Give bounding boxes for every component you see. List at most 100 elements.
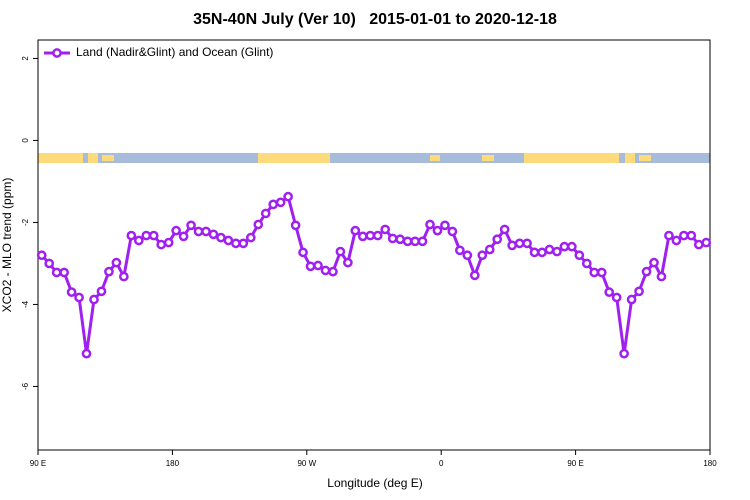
point bbox=[380, 224, 391, 235]
point bbox=[499, 224, 510, 235]
point bbox=[44, 258, 55, 269]
y-tick-label: -6 bbox=[21, 382, 30, 390]
point bbox=[649, 257, 659, 268]
point bbox=[223, 235, 234, 246]
point bbox=[59, 267, 69, 278]
y-axis-label: XCO2 - MLO trend (ppm) bbox=[0, 178, 14, 313]
point bbox=[492, 234, 503, 245]
point bbox=[186, 220, 196, 231]
point bbox=[178, 231, 189, 242]
point bbox=[283, 191, 293, 202]
point bbox=[544, 244, 555, 255]
point bbox=[148, 230, 159, 241]
point bbox=[328, 266, 338, 277]
point bbox=[552, 246, 562, 257]
y-tick-label: 0 bbox=[21, 138, 30, 143]
point bbox=[469, 270, 480, 281]
point bbox=[193, 226, 204, 237]
point bbox=[335, 246, 346, 257]
point bbox=[402, 236, 413, 247]
point bbox=[634, 286, 644, 297]
x-axis-label: Longitude (deg E) bbox=[327, 476, 422, 490]
point bbox=[619, 348, 629, 359]
point bbox=[462, 250, 473, 261]
point bbox=[133, 235, 144, 246]
point bbox=[298, 247, 308, 258]
point bbox=[529, 247, 540, 258]
x-tick-label: 90 W bbox=[297, 459, 316, 468]
point bbox=[36, 250, 47, 261]
point bbox=[671, 235, 682, 246]
point bbox=[581, 258, 592, 269]
x-tick-label: 90 E bbox=[30, 459, 46, 468]
point bbox=[417, 236, 428, 247]
x-tick-label: 180 bbox=[703, 459, 717, 468]
point bbox=[641, 266, 652, 277]
point bbox=[514, 238, 525, 249]
point bbox=[567, 241, 577, 252]
series-line bbox=[40, 194, 707, 354]
x-tick-label: 180 bbox=[166, 459, 180, 468]
point bbox=[440, 220, 450, 231]
point bbox=[611, 292, 622, 303]
point bbox=[245, 232, 256, 243]
point bbox=[141, 230, 152, 241]
point bbox=[201, 226, 211, 237]
point bbox=[484, 244, 495, 255]
point bbox=[693, 239, 704, 250]
point bbox=[455, 245, 465, 256]
point bbox=[238, 238, 249, 249]
point bbox=[119, 271, 129, 282]
point bbox=[477, 250, 488, 261]
point bbox=[74, 292, 84, 303]
point bbox=[343, 257, 353, 268]
point bbox=[89, 294, 99, 305]
point bbox=[111, 257, 122, 268]
point bbox=[320, 265, 331, 276]
point bbox=[66, 287, 77, 297]
point bbox=[425, 219, 435, 230]
land-ocean-strip bbox=[38, 153, 710, 163]
point bbox=[171, 225, 181, 236]
point bbox=[104, 266, 114, 277]
point bbox=[395, 234, 405, 245]
point bbox=[313, 260, 323, 271]
point bbox=[268, 199, 279, 210]
point bbox=[305, 261, 316, 272]
point bbox=[507, 240, 517, 251]
legend-label: Land (Nadir&Glint) and Ocean (Glint) bbox=[76, 45, 273, 59]
point bbox=[216, 232, 226, 243]
point bbox=[290, 220, 301, 231]
point bbox=[357, 231, 368, 242]
point bbox=[275, 197, 286, 208]
y-tick-label: -2 bbox=[21, 218, 30, 226]
point bbox=[626, 294, 637, 305]
point bbox=[432, 225, 443, 236]
point bbox=[410, 236, 420, 247]
point bbox=[656, 271, 667, 282]
point bbox=[350, 225, 361, 236]
point bbox=[447, 226, 458, 237]
point bbox=[81, 348, 92, 359]
point bbox=[387, 233, 398, 244]
point bbox=[231, 238, 241, 249]
point bbox=[664, 230, 674, 241]
point bbox=[208, 229, 219, 240]
y-tick-label: 2 bbox=[21, 56, 30, 61]
point bbox=[701, 237, 712, 248]
point bbox=[596, 267, 607, 278]
point bbox=[537, 247, 547, 258]
point bbox=[604, 287, 615, 297]
point bbox=[679, 230, 689, 241]
chart-title: 35N-40N July (Ver 10) 2015-01-01 to 2020… bbox=[193, 11, 557, 28]
legend-marker bbox=[52, 48, 62, 58]
point bbox=[372, 230, 383, 241]
x-tick-label: 90 E bbox=[567, 459, 583, 468]
point bbox=[686, 230, 697, 241]
point bbox=[522, 238, 532, 249]
x-tick-label: 0 bbox=[439, 459, 444, 468]
y-tick-label: -4 bbox=[21, 300, 30, 308]
point bbox=[589, 267, 600, 278]
